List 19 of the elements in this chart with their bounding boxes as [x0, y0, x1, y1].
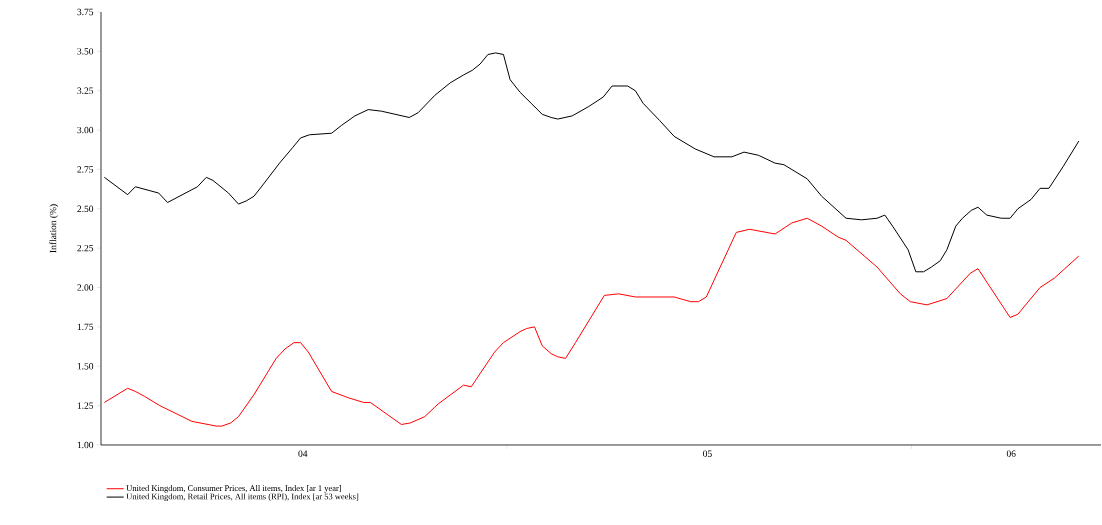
x-tick-label: 04	[298, 450, 308, 457]
legend-label: United Kingdom, Consumer Prices, All items, Index [ar 1 year]	[126, 485, 341, 493]
y-tick-label: 1.00	[77, 441, 94, 449]
line-series	[103, 217, 1080, 427]
y-tick-label: 3.50	[77, 48, 94, 55]
y-tick-label: 3.00	[77, 126, 94, 134]
y-tick-label: 1.75	[77, 323, 94, 331]
y-tick-label: 3.25	[77, 87, 94, 94]
x-tick-label: 05	[703, 450, 712, 457]
y-tick-label: 1.50	[77, 363, 94, 370]
y-tick-label: 3.75	[77, 8, 94, 16]
legend-label: United Kingdom, Retail Prices, All items (RPI), Index [ar 53 weeks]	[126, 493, 359, 502]
y-tick-label: 2.75	[77, 166, 94, 173]
y-tick-label: 2.25	[77, 244, 94, 252]
y-tick-label: 2.50	[77, 205, 94, 213]
x-tick-label: 06	[1006, 450, 1016, 457]
y-tick-label: 1.25	[77, 402, 94, 409]
y-tick-label: 2.00	[77, 284, 94, 291]
y-axis-title: Inflation (%)	[49, 204, 59, 253]
